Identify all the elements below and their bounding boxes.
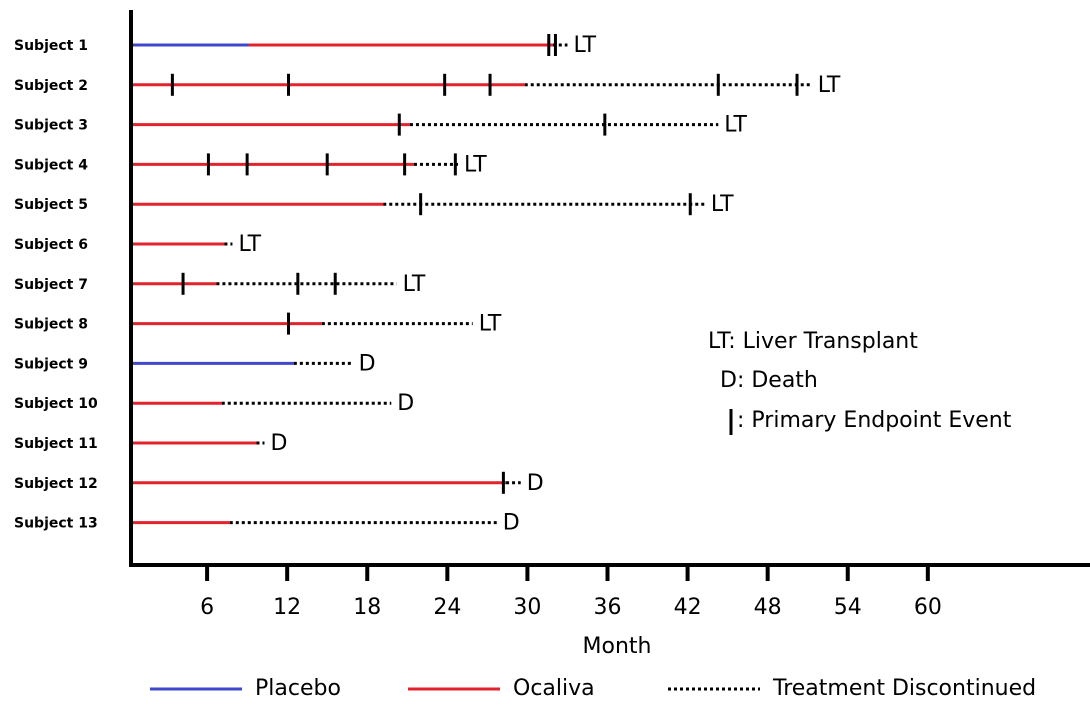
- outcome-label: LT: [711, 192, 734, 217]
- x-tick-label: 42: [674, 595, 702, 620]
- x-tick-label: 54: [834, 595, 862, 620]
- outcome-label: D: [527, 471, 544, 496]
- y-tick-label: Subject 13: [14, 516, 98, 532]
- x-tick-label: 6: [200, 595, 214, 620]
- x-axis-label: Month: [583, 634, 652, 659]
- outcome-label: LT: [724, 113, 747, 138]
- x-tick-label: 36: [594, 595, 622, 620]
- outcome-label: LT: [573, 33, 596, 58]
- x-tick-label: 48: [754, 595, 782, 620]
- y-tick-label: Subject 5: [14, 197, 88, 213]
- outcome-label: D: [503, 511, 520, 536]
- outcome-label: LT: [238, 232, 261, 257]
- y-tick-label: Subject 4: [14, 157, 88, 173]
- y-tick-label: Subject 6: [14, 237, 88, 253]
- y-tick-label: Subject 12: [14, 476, 98, 492]
- outcome-label: LT: [818, 73, 841, 98]
- legend-label: Ocaliva: [513, 676, 595, 701]
- y-tick-label: Subject 1: [14, 38, 88, 54]
- y-tick-label: Subject 7: [14, 277, 88, 293]
- y-tick-label: Subject 3: [14, 118, 88, 134]
- x-tick-label: 12: [273, 595, 301, 620]
- outcome-label: LT: [479, 312, 502, 337]
- x-tick-label: 60: [914, 595, 942, 620]
- x-tick-label: 30: [513, 595, 541, 620]
- y-tick-label: Subject 9: [14, 356, 88, 372]
- outcome-label: LT: [464, 152, 487, 177]
- legend-label: Treatment Discontinued: [772, 676, 1036, 701]
- annotation: LT: Liver Transplant: [708, 329, 918, 354]
- outcome-label: D: [359, 351, 376, 376]
- annotation: : Primary Endpoint Event: [737, 408, 1012, 433]
- x-tick-label: 18: [353, 595, 381, 620]
- y-tick-label: Subject 8: [14, 317, 88, 333]
- x-tick-label: 24: [433, 595, 461, 620]
- annotation: D: Death: [720, 368, 818, 393]
- outcome-label: LT: [403, 272, 426, 297]
- outcome-label: D: [270, 431, 287, 456]
- y-tick-label: Subject 10: [14, 396, 98, 412]
- outcome-label: D: [397, 391, 414, 416]
- y-tick-label: Subject 2: [14, 78, 88, 94]
- legend-label: Placebo: [255, 676, 341, 701]
- y-tick-label: Subject 11: [14, 436, 98, 452]
